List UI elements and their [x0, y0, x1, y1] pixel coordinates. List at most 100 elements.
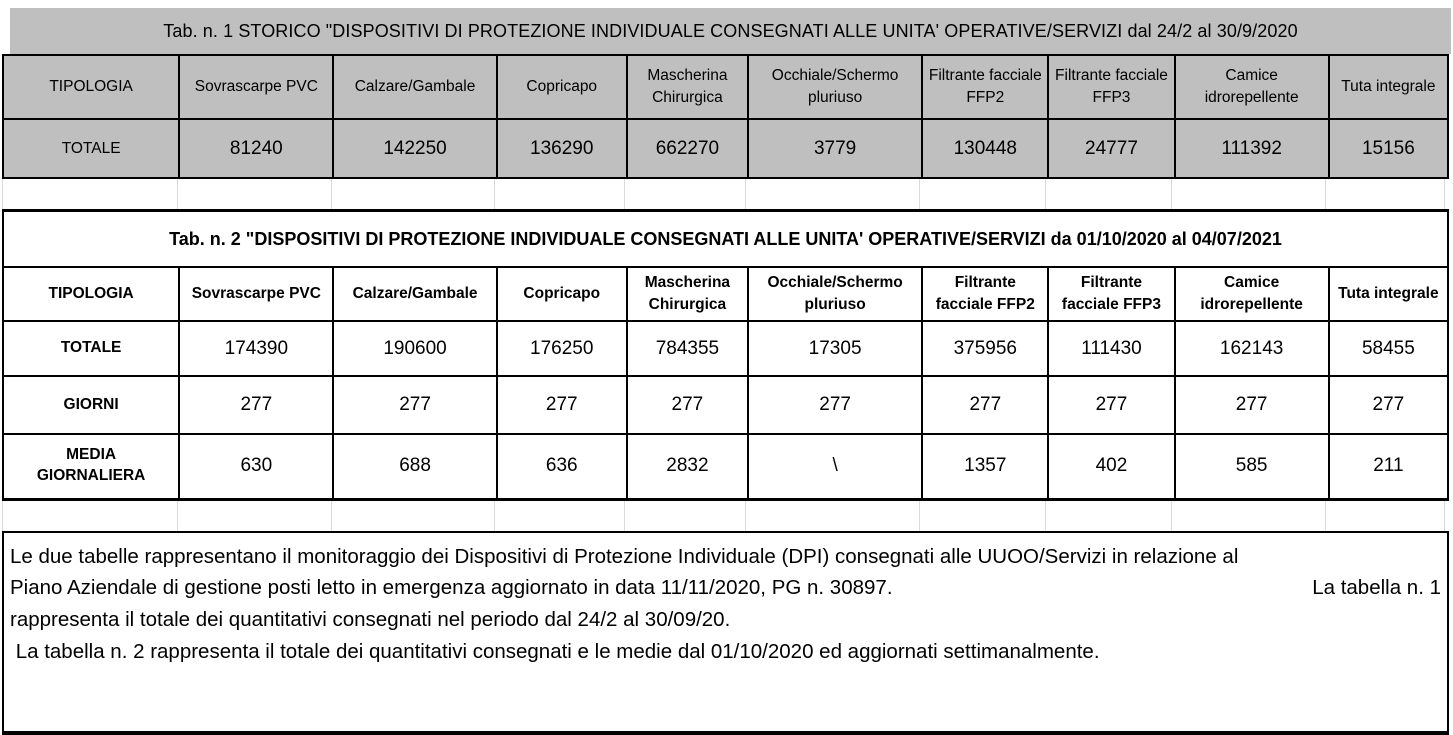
table2-cell: 211	[1327, 433, 1450, 500]
table2-media-row: MEDIA GIORNALIERA 630 688 636 2832 \ 135…	[1, 433, 1450, 500]
table2-column-header: Calzare/Gambale	[332, 266, 498, 322]
table2-cell: 190600	[332, 320, 498, 377]
spacer-cell	[1046, 179, 1172, 209]
table2-header-row: TIPOLOGIA Sovrascarpe PVC Calzare/Gambal…	[1, 266, 1450, 322]
table2-cell: 174390	[178, 320, 335, 377]
table2-cell: 636	[495, 433, 628, 500]
spacer-row	[2, 500, 1449, 531]
table1-total-value: 662270	[625, 118, 749, 179]
table2-column-header: Copricapo	[495, 266, 628, 322]
table1-column-header: Camice idrorepellente	[1173, 54, 1330, 120]
table2-cell: 277	[332, 375, 498, 435]
spacer-cell	[746, 500, 920, 531]
spacer-cell	[2, 500, 178, 531]
table2-totale-row: TOTALE 174390 190600 176250 784355 17305…	[1, 320, 1450, 377]
table1-header-row: TIPOLOGIA Sovrascarpe PVC Calzare/Gambal…	[1, 54, 1450, 120]
spacer-cell	[332, 500, 495, 531]
table2-cell: 277	[921, 375, 1050, 435]
spacer-cell	[1326, 179, 1445, 209]
table2-cell: 277	[1173, 375, 1330, 435]
table2-column-header: Occhiale/Schermo pluriuso	[746, 266, 924, 322]
table1-total-value: 24777	[1047, 118, 1176, 179]
spacer-cell	[495, 500, 625, 531]
spacer-cell	[1326, 500, 1445, 531]
table2-cell: 277	[1047, 375, 1176, 435]
table1-total-label: TOTALE	[1, 118, 181, 179]
table2-cell: 2832	[625, 433, 749, 500]
table1-column-header: Filtrante facciale FFP3	[1047, 54, 1176, 120]
table2-column-header: Filtrante facciale FFP3	[1047, 266, 1176, 322]
table2-column-header: Filtrante facciale FFP2	[921, 266, 1050, 322]
note-line-2-right: La tabella n. 1	[1312, 576, 1441, 600]
spacer-row	[2, 179, 1449, 209]
table2-cell: \	[746, 433, 924, 500]
table2-column-header: Mascherina Chirurgica	[625, 266, 749, 322]
note-line-2: Piano Aziendale di gestione posti letto …	[10, 572, 1441, 604]
table2-cell: 375956	[921, 320, 1050, 377]
table1-header-tipologia: TIPOLOGIA	[1, 54, 181, 120]
table1-total-row: TOTALE 81240 142250 136290 662270 3779 1…	[1, 118, 1450, 179]
table2-cell: 111430	[1047, 320, 1176, 377]
table2-cell: 176250	[495, 320, 628, 377]
note-block: Le due tabelle rappresentano il monitora…	[2, 530, 1449, 735]
table2-cell: 402	[1047, 433, 1176, 500]
table1-column-header: Sovrascarpe PVC	[178, 54, 335, 120]
table2-cell: 58455	[1327, 320, 1450, 377]
table1-column-header: Occhiale/Schermo pluriuso	[746, 54, 924, 120]
table1-column-header: Mascherina Chirurgica	[625, 54, 749, 120]
table2-title-row: Tab. n. 2 "DISPOSITIVI DI PROTEZIONE IND…	[2, 209, 1449, 268]
table2-column-header: Camice idrorepellente	[1173, 266, 1330, 322]
table2-cell: 277	[625, 375, 749, 435]
note-line-3: rappresenta il totale dei quantitativi c…	[10, 608, 731, 632]
table1-title: Tab. n. 1 STORICO "DISPOSITIVI DI PROTEZ…	[10, 8, 1451, 54]
table2-giorni-row: GIORNI 277 277 277 277 277 277 277 277 2…	[1, 375, 1450, 435]
spacer-cell	[1172, 179, 1326, 209]
spacer-cell	[625, 179, 746, 209]
table2-cell: 17305	[746, 320, 924, 377]
table2-header-tipologia: TIPOLOGIA	[1, 266, 181, 322]
table2-cell: 277	[746, 375, 924, 435]
table2-cell: 784355	[625, 320, 749, 377]
table1-total-value: 130448	[921, 118, 1050, 179]
spacer-cell	[178, 179, 332, 209]
spacer-cell	[1172, 500, 1326, 531]
table1-column-header: Filtrante facciale FFP2	[921, 54, 1050, 120]
table1-total-value: 3779	[746, 118, 924, 179]
table2-row-label: TOTALE	[1, 320, 181, 377]
spacer-cell	[625, 500, 746, 531]
table1: TIPOLOGIA Sovrascarpe PVC Calzare/Gambal…	[1, 54, 1450, 179]
table2-row-label: GIORNI	[1, 375, 181, 435]
table2-cell: 688	[332, 433, 498, 500]
note-line-4: La tabella n. 2 rappresenta il totale de…	[10, 639, 1100, 663]
table2-cell: 277	[178, 375, 335, 435]
table2-column-header: Tuta integrale	[1327, 266, 1450, 322]
table2-cell: 277	[495, 375, 628, 435]
table1-column-header: Calzare/Gambale	[332, 54, 498, 120]
note-line-2-left: Piano Aziendale di gestione posti letto …	[10, 576, 893, 600]
table2-cell: 277	[1327, 375, 1450, 435]
table1-column-header: Tuta integrale	[1327, 54, 1450, 120]
note-line-1: Le due tabelle rappresentano il monitora…	[10, 544, 1239, 568]
table1-total-value: 111392	[1173, 118, 1330, 179]
table2-cell: 1357	[921, 433, 1050, 500]
table1-total-value: 81240	[178, 118, 335, 179]
table2-column-header: Sovrascarpe PVC	[178, 266, 335, 322]
spacer-cell	[920, 500, 1046, 531]
spacer-cell	[178, 500, 332, 531]
table2-row-label: MEDIA GIORNALIERA	[1, 433, 181, 500]
table2-title: Tab. n. 2 "DISPOSITIVI DI PROTEZIONE IND…	[2, 209, 1449, 268]
spacer-cell	[2, 179, 178, 209]
spacer-cell	[920, 179, 1046, 209]
table2-cell: 585	[1173, 433, 1330, 500]
table1-column-header: Copricapo	[495, 54, 628, 120]
table2: Tab. n. 2 "DISPOSITIVI DI PROTEZIONE IND…	[1, 209, 1450, 501]
table1-total-value: 136290	[495, 118, 628, 179]
table1-total-value: 142250	[332, 118, 498, 179]
spacer-cell	[746, 179, 920, 209]
spacer-cell	[1046, 500, 1172, 531]
spacer-cell	[332, 179, 495, 209]
spacer-cell	[495, 179, 625, 209]
table2-cell: 162143	[1173, 320, 1330, 377]
table2-cell: 630	[178, 433, 335, 500]
